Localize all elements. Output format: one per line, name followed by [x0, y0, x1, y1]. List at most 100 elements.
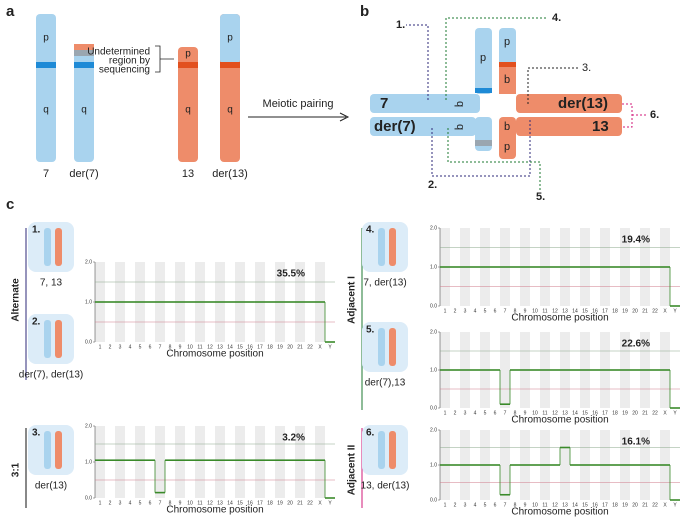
outcome: 2.: [428, 179, 437, 191]
x-tick-label: 12: [552, 502, 558, 508]
chromosome: [499, 117, 516, 159]
arm: q: [454, 101, 466, 107]
band: [560, 430, 570, 500]
percent: 19.4%: [622, 235, 650, 246]
arm: q: [454, 124, 466, 130]
chromosome: [36, 14, 56, 162]
y-tick-label: 2.0: [430, 329, 437, 335]
x-tick-label: 14: [572, 308, 578, 314]
x-tick-label: 11: [542, 308, 547, 314]
centromere: [475, 88, 492, 93]
outcome-line: [527, 67, 578, 104]
y-tick-label: 1.0: [85, 299, 92, 305]
x-tick-label: 16: [247, 344, 253, 350]
x-tick-label: 8: [514, 308, 517, 314]
x-tick-label: 7: [504, 308, 507, 314]
x-tick-label: 2: [454, 308, 457, 314]
x-tick-label: 18: [612, 502, 618, 508]
x-tick-label: 8: [514, 410, 517, 416]
segregant-number: 6.: [366, 428, 375, 439]
x-tick-label: 6: [494, 502, 497, 508]
x-tick-label: X: [663, 308, 667, 314]
x-tick-label: 3: [464, 410, 467, 416]
x-tick-label: 4: [129, 500, 132, 506]
band: [115, 426, 125, 498]
group-label: 3:1: [11, 462, 22, 477]
outcome: 3.: [582, 62, 591, 74]
x-tick-label: 3: [119, 500, 122, 506]
chromosome: [55, 228, 62, 266]
x-axis-label: Chromosome position: [511, 313, 608, 324]
x-tick-label: 15: [237, 344, 243, 350]
x-tick-label: 14: [227, 344, 233, 350]
outcome: 5.: [536, 191, 545, 203]
x-tick-label: 13: [562, 308, 568, 314]
x-tick-label: 19: [277, 344, 283, 350]
x-tick-label: 10: [187, 500, 193, 506]
x-tick-label: 15: [582, 410, 588, 416]
x-tick-label: 5: [484, 308, 487, 314]
band: [95, 426, 105, 498]
x-tick-label: 8: [514, 502, 517, 508]
x-tick-label: 18: [267, 344, 273, 350]
x-tick-label: 5: [484, 410, 487, 416]
x-tick-label: Y: [328, 344, 332, 350]
x-tick-label: Y: [673, 308, 677, 314]
band: [275, 426, 285, 498]
arm: p: [43, 33, 49, 44]
y-tick-label: 0.0: [430, 497, 437, 503]
x-tick-label: 1: [99, 344, 102, 350]
group-label: Adjacent II: [347, 445, 358, 496]
group-label: Alternate: [11, 278, 22, 322]
x-tick-label: 10: [532, 410, 538, 416]
x-tick-label: 4: [474, 410, 477, 416]
x-tick-label: 6: [494, 308, 497, 314]
x-tick-label: 8: [169, 500, 172, 506]
x-tick-label: 22: [652, 308, 658, 314]
x-tick-label: 12: [552, 308, 558, 314]
outcome-line: [622, 103, 646, 128]
x-tick-label: 20: [632, 308, 638, 314]
x-tick-label: 12: [552, 410, 558, 416]
arm: p: [227, 33, 233, 44]
segregant-number: 2.: [32, 317, 41, 328]
arm: p: [504, 141, 510, 153]
x-tick-label: 21: [642, 308, 648, 314]
x-tick-label: 12: [207, 344, 213, 350]
x-tick-label: 9: [524, 308, 527, 314]
outcome: 6.: [650, 109, 659, 121]
x-tick-label: Y: [673, 502, 677, 508]
chromosome: [516, 117, 622, 136]
chromosome-name: der(13): [558, 95, 608, 112]
band: [175, 426, 185, 498]
x-axis-label: Chromosome position: [166, 505, 263, 516]
x-tick-label: 1: [444, 308, 447, 314]
percent: 3.2%: [282, 433, 305, 444]
chromosome-name: 7: [43, 168, 49, 180]
segregant-label: 7, der(13): [363, 278, 406, 289]
chromosome: [55, 431, 62, 469]
chromosome: [44, 431, 51, 469]
x-axis-label: Chromosome position: [511, 507, 608, 518]
x-tick-label: 22: [307, 344, 313, 350]
band: [215, 426, 225, 498]
chromosome: [389, 328, 396, 366]
arrow-label: Meiotic pairing: [263, 98, 334, 110]
segregant-number: 1.: [32, 225, 41, 236]
segregant-label: der(13): [35, 481, 67, 492]
x-tick-label: 9: [179, 344, 182, 350]
x-tick-label: 1: [444, 502, 447, 508]
x-axis-label: Chromosome position: [511, 415, 608, 426]
x-tick-label: 3: [464, 502, 467, 508]
chromosome-name: der(13): [212, 168, 247, 180]
x-tick-label: 22: [652, 502, 658, 508]
x-tick-label: 20: [287, 500, 293, 506]
x-tick-label: X: [318, 344, 322, 350]
arm: q: [504, 74, 510, 86]
chromosome-name: der(7): [69, 168, 98, 180]
x-tick-label: 2: [109, 500, 112, 506]
y-tick-label: 1.0: [430, 462, 437, 468]
chromosome: [378, 328, 385, 366]
x-tick-label: 6: [149, 344, 152, 350]
x-tick-label: 19: [622, 308, 628, 314]
